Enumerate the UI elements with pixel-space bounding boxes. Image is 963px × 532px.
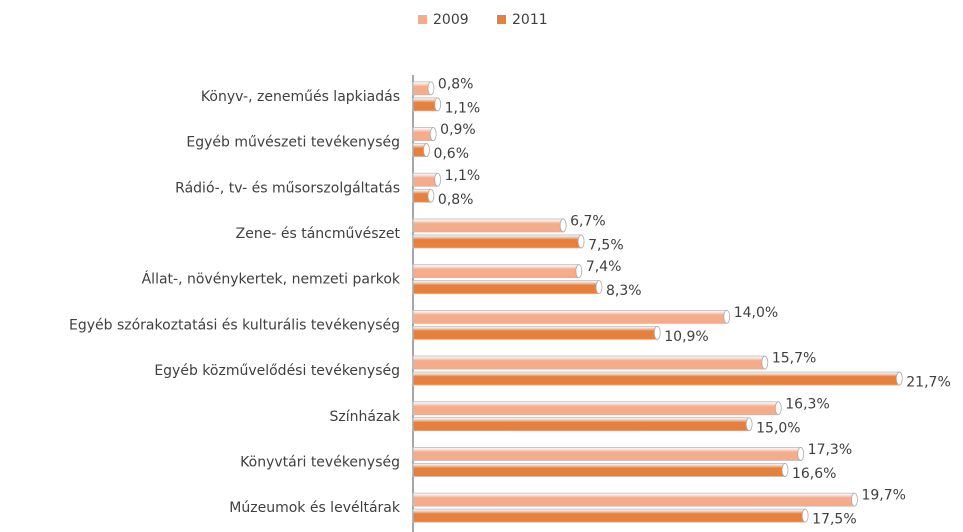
value-label: 16,3%: [785, 396, 829, 412]
bar: [412, 218, 564, 233]
bar-cap: [745, 417, 753, 432]
value-label: 17,5%: [812, 512, 856, 528]
bar: [412, 447, 802, 461]
bar: [412, 309, 728, 324]
value-label: 0,8%: [438, 76, 474, 92]
bar: [412, 172, 439, 187]
legend-label: 2009: [433, 12, 469, 28]
bar: [412, 417, 750, 432]
value-label: 1,1%: [445, 168, 481, 184]
bar: [412, 280, 600, 295]
value-label: 7,4%: [586, 259, 622, 275]
category-label: Színházak: [330, 409, 401, 425]
bar-cap: [801, 508, 809, 523]
category-label: Zene- és táncművészet: [236, 226, 401, 242]
bar-cap: [653, 325, 661, 340]
bar-cap: [427, 188, 435, 203]
bar-cap: [559, 218, 567, 233]
bar-cap: [723, 309, 731, 324]
value-label: 7,5%: [588, 237, 624, 253]
bar-cap: [423, 143, 430, 157]
category-label: Könyv-, zeneműés lapkiadás: [201, 89, 400, 105]
value-label: 1,1%: [445, 100, 481, 116]
legend-swatch: [418, 15, 427, 24]
bar-cap: [429, 127, 437, 141]
category-label: Rádió-, tv- és műsorszolgáltatás: [175, 180, 400, 196]
category-label: Egyéb szórakoztatási és kulturális tevék…: [69, 317, 400, 333]
value-label: 14,0%: [734, 305, 778, 321]
category-label: Múzeumok és levéltárak: [229, 500, 401, 516]
bar-cap: [797, 447, 805, 461]
category-label: Egyéb művészeti tevékenység: [186, 135, 400, 151]
value-label: 15,7%: [772, 351, 816, 367]
value-label: 0,6%: [433, 146, 469, 162]
bar: [412, 508, 806, 523]
legend-swatch: [497, 15, 506, 24]
bar-cap: [575, 264, 583, 279]
bar-cap: [427, 81, 435, 96]
bar: [412, 264, 580, 279]
value-label: 6,7%: [570, 213, 606, 229]
bar-cap: [761, 355, 769, 370]
bar: [412, 97, 439, 112]
value-label: 19,7%: [861, 488, 905, 504]
bar: [412, 492, 855, 507]
category-label: Állat-, növénykertek, nemzeti parkok: [142, 271, 401, 288]
legend-label: 2011: [512, 12, 548, 28]
value-label: 17,3%: [808, 442, 852, 458]
bar: [412, 401, 779, 416]
bar: [412, 234, 582, 249]
bar-cap: [434, 97, 442, 112]
value-label: 0,8%: [438, 192, 474, 208]
bar: [412, 463, 786, 477]
bar: [412, 325, 658, 340]
bar-cap: [577, 234, 585, 249]
bar-cap: [434, 172, 442, 187]
bar-cap: [595, 280, 603, 295]
bar: [412, 371, 900, 386]
value-label: 16,6%: [792, 466, 836, 482]
value-label: 0,9%: [440, 122, 476, 138]
bar-cap: [895, 371, 903, 386]
bar-cap: [851, 492, 858, 507]
category-label: Egyéb közművelődési tevékenység: [154, 363, 400, 379]
value-label: 15,0%: [756, 420, 800, 436]
value-label: 8,3%: [606, 283, 642, 299]
bar-cap: [781, 463, 789, 477]
value-label: 10,9%: [664, 329, 708, 345]
bar-cap: [774, 401, 782, 416]
value-label: 21,7%: [906, 375, 950, 391]
category-label: Könyvtári tevékenység: [240, 454, 400, 470]
bar: [412, 355, 766, 370]
